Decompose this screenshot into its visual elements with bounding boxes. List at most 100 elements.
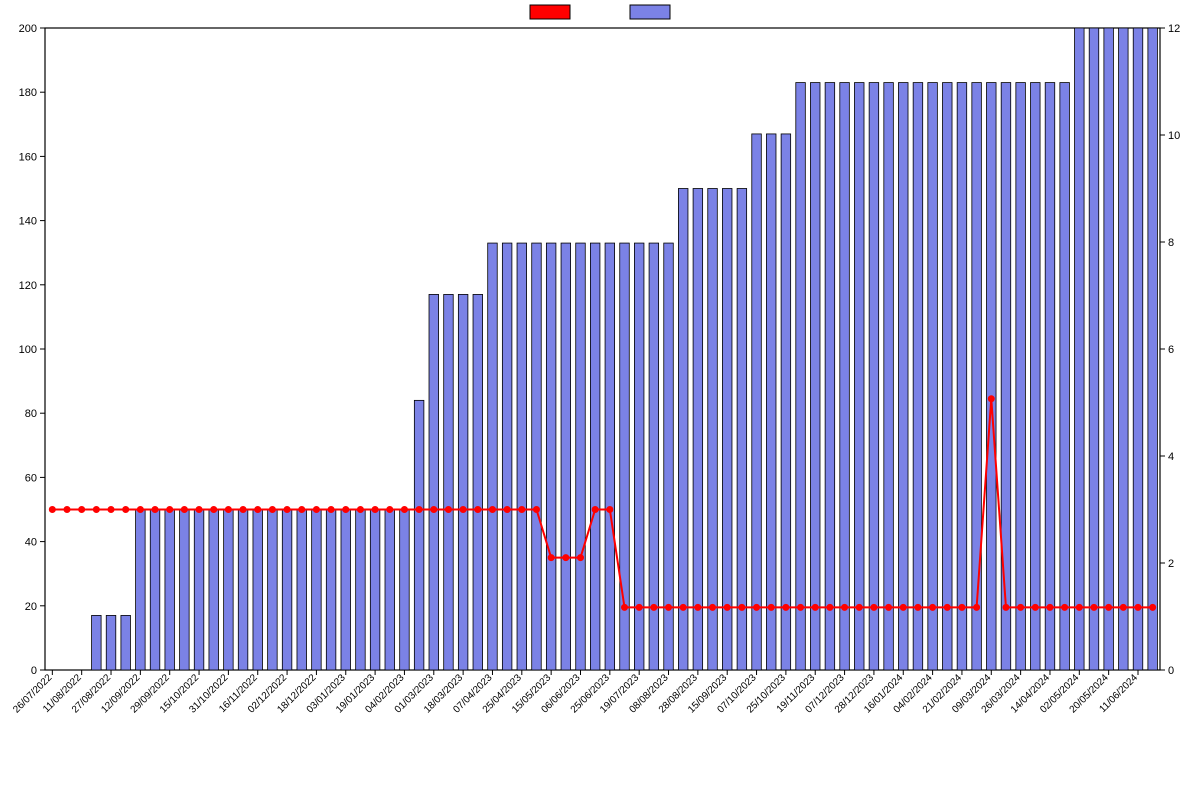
bar bbox=[326, 510, 336, 671]
bar bbox=[605, 243, 615, 670]
line-marker bbox=[1062, 604, 1068, 610]
line-marker bbox=[1120, 604, 1126, 610]
line-marker bbox=[1032, 604, 1038, 610]
line-marker bbox=[269, 507, 275, 513]
line-marker bbox=[123, 507, 129, 513]
bar bbox=[458, 294, 468, 670]
line-marker bbox=[900, 604, 906, 610]
line-marker bbox=[710, 604, 716, 610]
line-marker bbox=[915, 604, 921, 610]
line-marker bbox=[651, 604, 657, 610]
line-marker bbox=[137, 507, 143, 513]
line-marker bbox=[460, 507, 466, 513]
bar bbox=[312, 510, 322, 671]
bar bbox=[165, 510, 175, 671]
line-marker bbox=[299, 507, 305, 513]
bar bbox=[253, 510, 263, 671]
line-marker bbox=[328, 507, 334, 513]
bar bbox=[400, 510, 410, 671]
line-marker bbox=[666, 604, 672, 610]
line-marker bbox=[1091, 604, 1097, 610]
line-marker bbox=[548, 555, 554, 561]
line-marker bbox=[974, 604, 980, 610]
line-marker bbox=[577, 555, 583, 561]
line-marker bbox=[240, 507, 246, 513]
ylabel-left: 100 bbox=[19, 344, 37, 356]
bar bbox=[884, 83, 894, 670]
bar bbox=[576, 243, 586, 670]
line-marker bbox=[431, 507, 437, 513]
legend-swatch bbox=[630, 5, 670, 19]
line-marker bbox=[754, 604, 760, 610]
line-marker bbox=[357, 507, 363, 513]
line-marker bbox=[1003, 604, 1009, 610]
line-marker bbox=[856, 604, 862, 610]
bar bbox=[268, 510, 278, 671]
bar bbox=[444, 294, 454, 670]
bar bbox=[1060, 83, 1070, 670]
line-marker bbox=[563, 555, 569, 561]
line-marker bbox=[225, 507, 231, 513]
line-marker bbox=[504, 507, 510, 513]
bar bbox=[194, 510, 204, 671]
line-marker bbox=[167, 507, 173, 513]
bar bbox=[356, 510, 366, 671]
line-marker bbox=[1076, 604, 1082, 610]
bar bbox=[722, 189, 732, 671]
line-marker bbox=[313, 507, 319, 513]
bar bbox=[957, 83, 967, 670]
bar bbox=[532, 243, 542, 670]
bar bbox=[1148, 28, 1158, 670]
bar bbox=[1045, 83, 1055, 670]
bar bbox=[752, 134, 762, 670]
line-marker bbox=[768, 604, 774, 610]
line-marker bbox=[1135, 604, 1141, 610]
ylabel-left: 140 bbox=[19, 216, 37, 228]
ylabel-left: 0 bbox=[31, 665, 37, 677]
line-marker bbox=[988, 396, 994, 402]
bar bbox=[854, 83, 864, 670]
line-marker bbox=[871, 604, 877, 610]
line-marker bbox=[489, 507, 495, 513]
bar bbox=[473, 294, 483, 670]
line-marker bbox=[108, 507, 114, 513]
line-marker bbox=[211, 507, 217, 513]
ylabel-right: 0 bbox=[1168, 665, 1174, 677]
bar bbox=[106, 615, 116, 670]
bar bbox=[1001, 83, 1011, 670]
line-marker bbox=[343, 507, 349, 513]
bar bbox=[209, 510, 219, 671]
ylabel-right: 8 bbox=[1168, 237, 1174, 249]
ylabel-right: 12 bbox=[1168, 23, 1180, 35]
bar bbox=[869, 83, 879, 670]
bar bbox=[796, 83, 806, 670]
bar bbox=[1031, 83, 1041, 670]
line-marker bbox=[607, 507, 613, 513]
bar bbox=[943, 83, 953, 670]
bars-group bbox=[92, 28, 1158, 670]
bar bbox=[370, 510, 380, 671]
bar bbox=[1075, 28, 1085, 670]
bar bbox=[1089, 28, 1099, 670]
line-marker bbox=[724, 604, 730, 610]
line-marker bbox=[930, 604, 936, 610]
line-marker bbox=[519, 507, 525, 513]
line-marker bbox=[622, 604, 628, 610]
bar bbox=[840, 83, 850, 670]
line-marker bbox=[79, 507, 85, 513]
line-marker bbox=[284, 507, 290, 513]
ylabel-right: 10 bbox=[1168, 130, 1180, 142]
line-marker bbox=[533, 507, 539, 513]
ylabel-left: 20 bbox=[25, 601, 37, 613]
bar bbox=[987, 83, 997, 670]
ylabel-left: 200 bbox=[19, 23, 37, 35]
bar bbox=[224, 510, 234, 671]
bar bbox=[429, 294, 439, 670]
bar bbox=[136, 510, 146, 671]
line-marker bbox=[1106, 604, 1112, 610]
line-marker bbox=[739, 604, 745, 610]
bar bbox=[590, 243, 600, 670]
chart-container: 02040608010012014016018020002468101226/0… bbox=[0, 0, 1200, 800]
line-marker bbox=[387, 507, 393, 513]
line-marker bbox=[64, 507, 70, 513]
